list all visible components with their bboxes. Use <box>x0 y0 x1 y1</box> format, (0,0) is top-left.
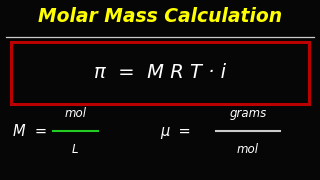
Text: M  =: M = <box>13 124 47 139</box>
Text: μ  =: μ = <box>160 124 191 139</box>
Text: grams: grams <box>229 107 267 120</box>
Text: mol: mol <box>237 143 259 156</box>
Text: L: L <box>72 143 78 156</box>
FancyBboxPatch shape <box>11 42 309 104</box>
Text: π  =  M R T · i: π = M R T · i <box>94 63 226 82</box>
Text: mol: mol <box>64 107 86 120</box>
Text: Molar Mass Calculation: Molar Mass Calculation <box>38 7 282 26</box>
